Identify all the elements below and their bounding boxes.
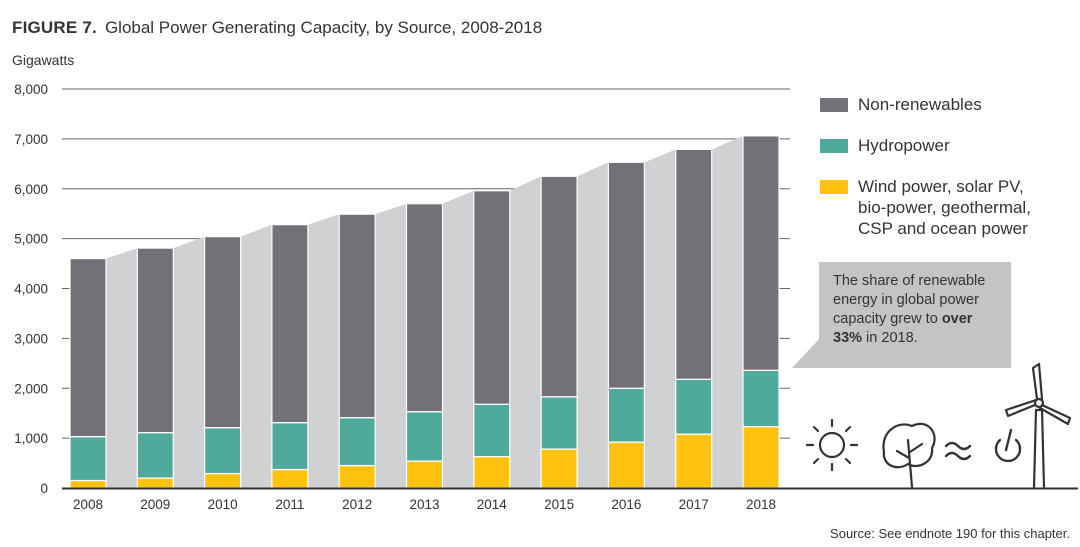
x-tick-labels: 2008 2009 2010 2011 2012 2013 2014 2015 2016 2017…: [73, 497, 776, 512]
legend-item-non-renewables: Non-renewables: [820, 94, 1031, 115]
bar-segment: [405, 203, 444, 413]
bar-segment: [204, 472, 242, 489]
bar-segment: [338, 417, 376, 467]
bar-stack-2017: [675, 148, 713, 489]
y-tick-label: 5,000: [14, 232, 48, 247]
source-note: Source: See endnote 190 for this chapter…: [830, 526, 1070, 541]
bar-segment: [338, 213, 376, 419]
y-tick-label: 6,000: [14, 182, 48, 197]
bar-segment: [675, 148, 713, 380]
y-tick-labels: 0 1,000 2,000 3,000 4,000 5,000 6,000 7,000 8,00…: [14, 82, 48, 496]
legend-label-non-renewables: Non-renewables: [858, 95, 982, 114]
bar-segment: [607, 161, 646, 389]
leaf-icon: [882, 422, 936, 489]
bar-segment: [540, 448, 578, 489]
legend-label-hydropower: Hydropower: [858, 136, 950, 155]
x-tick-label: 2008: [73, 497, 103, 512]
bar-segment: [473, 455, 511, 489]
callout-text-end: in 2018.: [862, 330, 918, 346]
y-tick-label: 1,000: [14, 431, 48, 446]
sun-icon: [805, 418, 859, 472]
wave-icon: [944, 441, 972, 461]
callout-text: The share of renewable energy in global …: [833, 273, 986, 327]
power-icon: [994, 428, 1022, 463]
bar-segment: [204, 427, 242, 475]
bar-stack-2010: [204, 236, 242, 489]
bar-segment: [742, 369, 780, 428]
x-tick-label: 2012: [342, 497, 372, 512]
legend-label-other-renewables: Wind power, solar PV, bio-power, geother…: [858, 177, 1031, 238]
bar-segment: [69, 436, 107, 482]
y-tick-label: 7,000: [14, 132, 48, 147]
bar-segment: [607, 387, 646, 443]
legend: Non-renewables Hydropower Wind power, so…: [820, 94, 1031, 259]
bar-segment: [675, 378, 713, 435]
bar-segment: [742, 426, 780, 489]
bar-segment: [136, 247, 174, 434]
bar-stack-2016: [607, 161, 646, 489]
bar-segment: [675, 433, 713, 489]
y-tick-label: 8,000: [14, 82, 48, 97]
bar-segment: [473, 190, 511, 405]
callout-pointer: [792, 338, 820, 368]
y-tick-label: 0: [40, 481, 48, 496]
bar-segment: [271, 422, 309, 471]
y-tick-label: 2,000: [14, 381, 48, 396]
figure-title: FIGURE 7. Global Power Generating Capacit…: [12, 18, 542, 38]
bar-segment: [69, 479, 107, 489]
x-tick-label: 2018: [746, 497, 776, 512]
bar-segment: [136, 432, 174, 479]
x-tick-label: 2016: [611, 497, 641, 512]
legend-item-hydropower: Hydropower: [820, 135, 1031, 156]
y-tick-label: 4,000: [14, 282, 48, 297]
bar-segment: [405, 411, 444, 462]
bar-segment: [473, 403, 511, 458]
bar-stack-2011: [271, 224, 309, 489]
legend-swatch-hydropower: [820, 139, 848, 153]
x-tick-label: 2010: [208, 497, 238, 512]
legend-item-other-renewables: Wind power, solar PV, bio-power, geother…: [820, 176, 1031, 239]
figure-label: FIGURE 7.: [12, 18, 97, 37]
x-tick-label: 2017: [679, 497, 709, 512]
bar-segment: [607, 441, 646, 489]
bar-segment: [204, 236, 242, 429]
x-tick-label: 2009: [140, 497, 170, 512]
bar-segment: [271, 224, 309, 424]
bar-segment: [136, 477, 174, 489]
callout-highlight: over 33%: [833, 311, 973, 346]
bar-stack-2012: [338, 213, 376, 489]
bar-segment: [540, 175, 578, 398]
bar-segment: [69, 257, 107, 438]
bar-stack-2008: [69, 257, 107, 489]
x-tick-label: 2011: [275, 497, 304, 512]
bar-stack-2013: [405, 203, 444, 489]
bar-segment: [540, 396, 578, 450]
bar-segment: [271, 468, 309, 489]
bar-stack-2014: [473, 190, 511, 489]
bar-segment: [405, 460, 444, 489]
bars: [69, 135, 780, 489]
bar-stack-2009: [136, 247, 174, 489]
bar-segment: [338, 464, 376, 489]
bar-stack-2015: [540, 175, 578, 489]
wind-turbine-icon: [1004, 362, 1072, 489]
callout-box: The share of renewable energy in global …: [819, 262, 1011, 368]
figure-title-text: Global Power Generating Capacity, by Sou…: [104, 18, 543, 37]
x-tick-label: 2014: [477, 497, 508, 512]
x-tick-label: 2015: [544, 497, 574, 512]
x-tick-label: 2013: [409, 497, 439, 512]
legend-swatch-other-renewables: [820, 180, 848, 194]
bar-stack-2018: [742, 135, 780, 489]
y-tick-label: 3,000: [14, 331, 48, 346]
bar-segment: [742, 135, 780, 371]
legend-swatch-non-renewables: [820, 98, 848, 112]
y-axis-label: Gigawatts: [12, 52, 74, 68]
